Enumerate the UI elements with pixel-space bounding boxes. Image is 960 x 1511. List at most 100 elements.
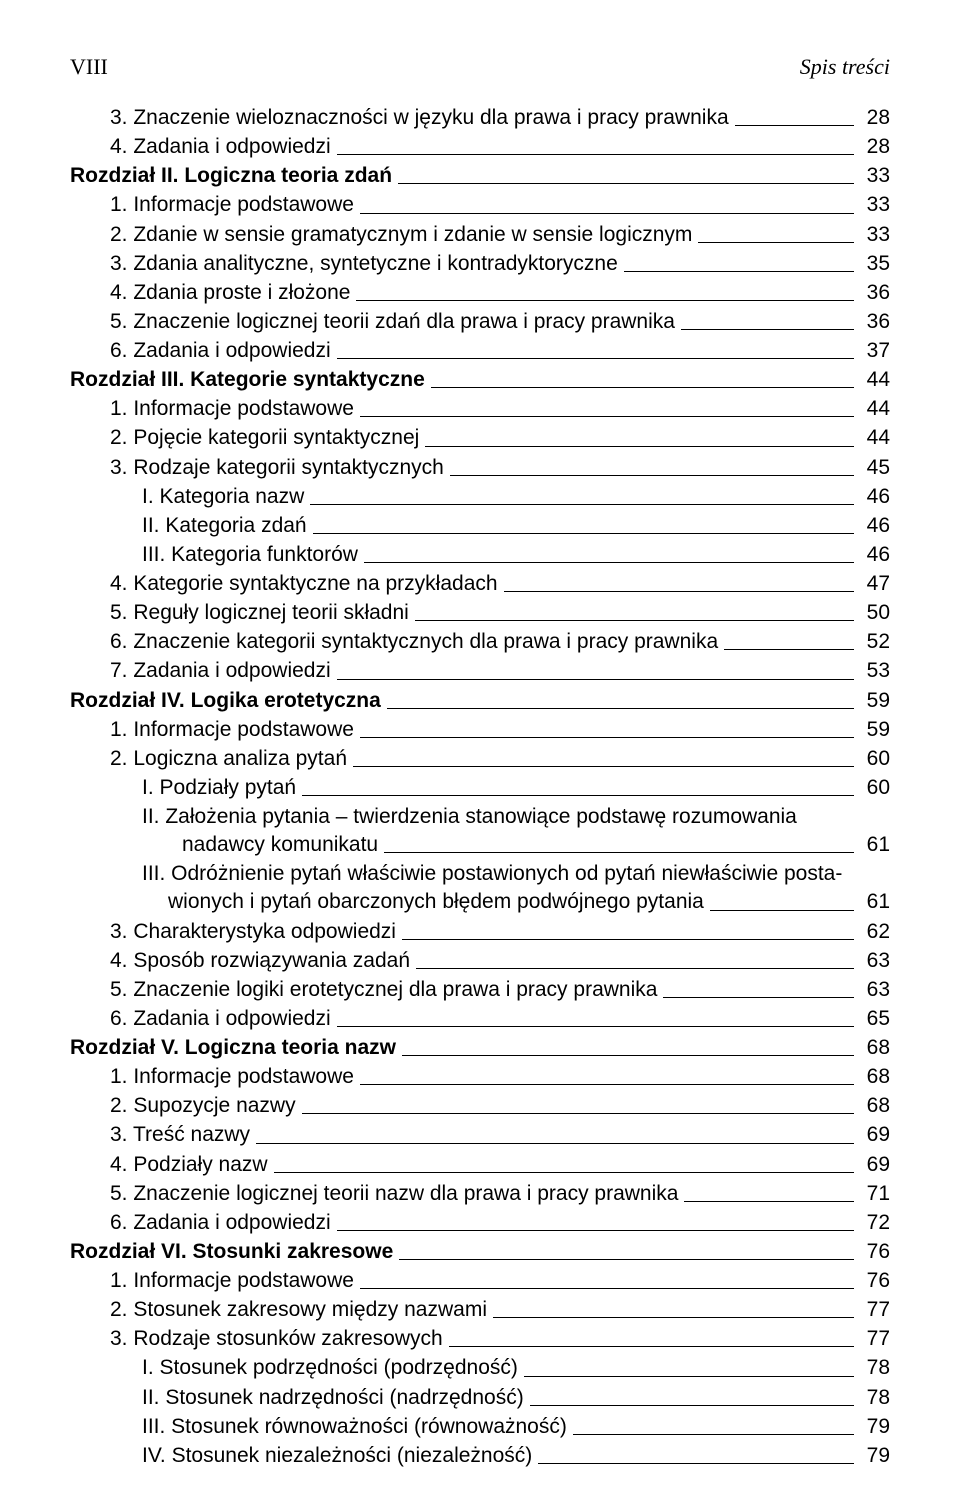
toc-entry: III. Kategoria funktorów46 [70, 541, 890, 569]
toc-leader [360, 1287, 854, 1289]
toc-leader [538, 1462, 854, 1464]
toc-label: 5. Znaczenie logicznej teorii zdań dla p… [110, 308, 675, 336]
toc-leader [425, 445, 854, 447]
toc-entry: 3. Rodzaje stosunków zakresowych 77 [70, 1325, 890, 1353]
toc-leader [360, 736, 854, 738]
toc-leader [573, 1433, 854, 1435]
section-title: Spis treści [800, 54, 890, 80]
toc-label: 2. Zdanie w sensie gramatycznym i zdanie… [110, 221, 692, 249]
toc-page-number: 33 [860, 191, 890, 219]
toc-page-number: 77 [860, 1296, 890, 1324]
toc-leader [399, 1258, 854, 1260]
toc-entry: I. Podziały pytań60 [70, 774, 890, 802]
toc-page-number: 36 [860, 279, 890, 307]
toc-page-number: 79 [860, 1442, 890, 1470]
toc-label: 6. Zadania i odpowiedzi [110, 337, 331, 365]
toc-label: 5. Reguły logicznej teorii składni [110, 599, 409, 627]
toc-page-number: 28 [860, 104, 890, 132]
toc-entry: 1. Informacje podstawowe44 [70, 395, 890, 423]
toc-leader [360, 415, 854, 417]
toc-label: II. Kategoria zdań [142, 512, 307, 540]
toc-label: 6. Zadania i odpowiedzi [110, 1209, 331, 1237]
toc-label: 4. Zadania i odpowiedzi [110, 133, 331, 161]
toc-entry: 1. Informacje podstawowe68 [70, 1063, 890, 1091]
toc-entry: 5. Reguły logicznej teorii składni 50 [70, 599, 890, 627]
toc-leader [684, 1200, 854, 1202]
toc-page-number: 68 [860, 1034, 890, 1062]
toc-leader [449, 1345, 854, 1347]
toc-entry: III. Stosunek równoważności (równoważnoś… [70, 1413, 890, 1441]
toc-page-number: 44 [860, 395, 890, 423]
toc-page-number: 63 [860, 947, 890, 975]
toc-entry: Rozdział V. Logiczna teoria nazw68 [70, 1034, 890, 1062]
page-number: VIII [70, 54, 108, 80]
toc-entry: 2. Logiczna analiza pytań60 [70, 745, 890, 773]
toc-entry: 2. Pojęcie kategorii syntaktycznej44 [70, 424, 890, 452]
toc-entry: 4. Podziały nazw69 [70, 1151, 890, 1179]
toc-label: 6. Znaczenie kategorii syntaktycznych dl… [110, 628, 718, 656]
toc-page-number: 76 [860, 1267, 890, 1295]
toc-page-number: 28 [860, 133, 890, 161]
toc-entry: 6. Zadania i odpowiedzi65 [70, 1005, 890, 1033]
toc-entry: Rozdział II. Logiczna teoria zdań33 [70, 162, 890, 190]
toc-page-number: 76 [860, 1238, 890, 1266]
toc-page-number: 79 [860, 1413, 890, 1441]
toc-leader [337, 1229, 854, 1231]
toc-entry: 4. Zadania i odpowiedzi 28 [70, 133, 890, 161]
toc-page-number: 33 [860, 162, 890, 190]
toc-entry: 1. Informacje podstawowe33 [70, 191, 890, 219]
toc-leader [384, 851, 854, 853]
toc-entry: I. Kategoria nazw46 [70, 483, 890, 511]
toc-label: 5. Znaczenie logicznej teorii nazw dla p… [110, 1180, 678, 1208]
toc-label: Rozdział IV. Logika erotetyczna [70, 687, 381, 715]
toc-page-number: 65 [860, 1005, 890, 1033]
toc-label: III. Stosunek równoważności (równoważnoś… [142, 1413, 567, 1441]
toc-entry: 3. Zdania analityczne, syntetyczne i kon… [70, 250, 890, 278]
toc-label: 1. Informacje podstawowe [110, 1267, 354, 1295]
toc-page-number: 77 [860, 1325, 890, 1353]
toc-page-number: 71 [860, 1180, 890, 1208]
toc-entry: II. Założenia pytania – twierdzenia stan… [70, 803, 890, 831]
toc-label: IV. Stosunek niezależności (niezależność… [142, 1442, 532, 1470]
toc-label: 4. Zdania proste i złożone [110, 279, 350, 307]
toc-page-number: 59 [860, 687, 890, 715]
toc-leader [530, 1404, 854, 1406]
toc-leader [387, 707, 854, 709]
toc-entry: wionych i pytań obarczonych błędem podwó… [70, 888, 890, 916]
toc-entry: Rozdział VI. Stosunki zakresowe76 [70, 1238, 890, 1266]
toc-page-number: 45 [860, 454, 890, 482]
toc-label: 2. Logiczna analiza pytań [110, 745, 347, 773]
toc-entry: 6. Znaczenie kategorii syntaktycznych dl… [70, 628, 890, 656]
toc-label: 3. Rodzaje stosunków zakresowych [110, 1325, 443, 1353]
toc-leader [493, 1316, 854, 1318]
toc-entry: 6. Zadania i odpowiedzi72 [70, 1209, 890, 1237]
toc-leader [353, 765, 854, 767]
toc-leader [360, 1083, 854, 1085]
toc-page-number: 44 [860, 366, 890, 394]
toc-label: II. Stosunek nadrzędności (nadrzędność) [142, 1384, 524, 1412]
toc-leader [356, 299, 854, 301]
toc-label: III. Odróżnienie pytań właściwie postawi… [142, 862, 842, 885]
toc-label: III. Kategoria funktorów [142, 541, 358, 569]
toc-page-number: 59 [860, 716, 890, 744]
toc-label: 1. Informacje podstawowe [110, 1063, 354, 1091]
toc-page-number: 33 [860, 221, 890, 249]
toc-leader [302, 1112, 854, 1114]
toc-leader [302, 794, 854, 796]
toc-page-number: 69 [860, 1151, 890, 1179]
toc-page-number: 69 [860, 1121, 890, 1149]
toc-page-number: 68 [860, 1092, 890, 1120]
toc-page-number: 63 [860, 976, 890, 1004]
toc-label: Rozdział III. Kategorie syntaktyczne [70, 366, 425, 394]
toc-leader [337, 678, 854, 680]
toc-leader [337, 153, 854, 155]
toc-leader [681, 328, 854, 330]
toc-entry: 4. Sposób rozwiązywania zadań63 [70, 947, 890, 975]
toc-label: 4. Kategorie syntaktyczne na przykładach [110, 570, 498, 598]
toc-entry: II. Stosunek nadrzędności (nadrzędność)7… [70, 1384, 890, 1412]
toc-page-number: 53 [860, 657, 890, 685]
toc-label: 3. Zdania analityczne, syntetyczne i kon… [110, 250, 618, 278]
toc-page-number: 50 [860, 599, 890, 627]
toc-entry: nadawcy komunikatu61 [70, 831, 890, 859]
toc-entry: 1. Informacje podstawowe59 [70, 716, 890, 744]
